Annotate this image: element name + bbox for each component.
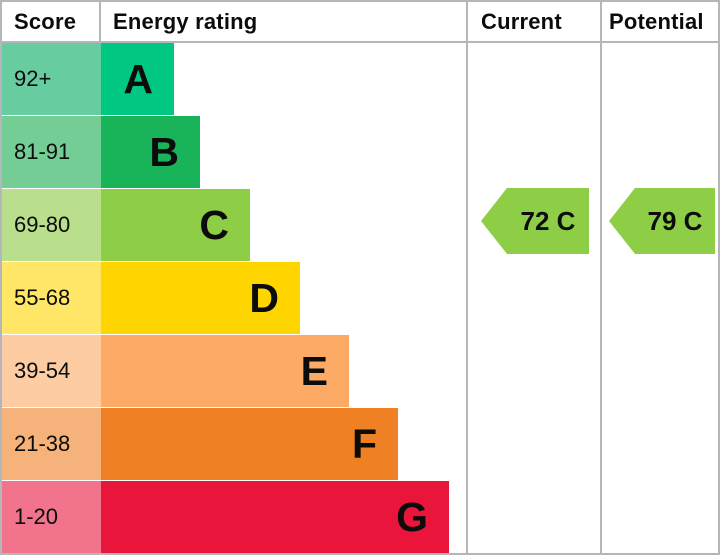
current-column-header: Current [468, 2, 600, 43]
current-column: Current 72 C [468, 2, 602, 553]
band-bar: C [101, 189, 250, 261]
band-row-f: 21-38 F [2, 408, 466, 481]
band-score-cell: 69-80 [2, 189, 101, 261]
band-bar: G [101, 481, 449, 553]
rating-table: Score Energy rating 92+ A 81-91 B 69-80 … [2, 2, 468, 553]
potential-column-header: Potential [602, 2, 718, 43]
band-row-e: 39-54 E [2, 335, 466, 408]
band-bar: A [101, 43, 174, 115]
band-row-d: 55-68 D [2, 262, 466, 335]
energy-rating-column-header: Energy rating [113, 8, 258, 34]
band-row-b: 81-91 B [2, 116, 466, 189]
band-bar: D [101, 262, 300, 334]
band-row-c: 69-80 C [2, 189, 466, 262]
band-bar: E [101, 335, 349, 407]
band-score-cell: 21-38 [2, 408, 101, 480]
band-bar: B [101, 116, 200, 188]
band-score-cell: 55-68 [2, 262, 101, 334]
band-rows: 92+ A 81-91 B 69-80 C 55-68 D 39-54 E 21… [2, 43, 466, 553]
potential-column: Potential 79 C [602, 2, 718, 553]
band-row-g: 1-20 G [2, 481, 466, 553]
score-column-header: Score [2, 2, 101, 41]
band-score-cell: 39-54 [2, 335, 101, 407]
current-rating-arrow: 72 C [481, 188, 589, 254]
band-bar: F [101, 408, 398, 480]
band-score-cell: 1-20 [2, 481, 101, 553]
potential-rating-arrow: 79 C [609, 188, 715, 254]
table-header: Score Energy rating [2, 2, 466, 43]
band-score-cell: 92+ [2, 43, 101, 115]
band-score-cell: 81-91 [2, 116, 101, 188]
band-row-a: 92+ A [2, 43, 466, 116]
